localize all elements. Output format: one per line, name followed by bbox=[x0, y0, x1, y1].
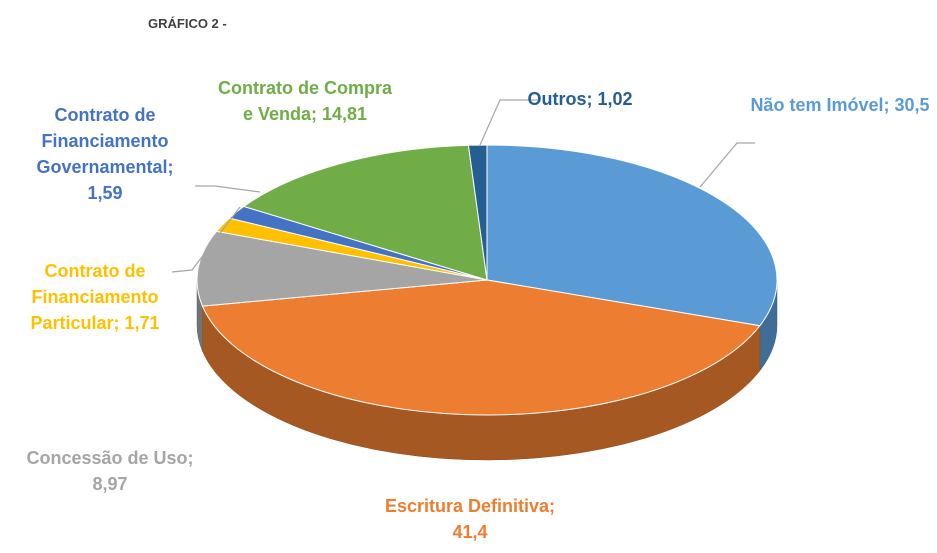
label-category: Não tem Imóvel; bbox=[750, 95, 890, 115]
label-value: 1,71 bbox=[124, 313, 160, 333]
label-value: 30,5 bbox=[894, 95, 930, 115]
label-value: 1,59 bbox=[87, 183, 123, 203]
label-value: 14,81 bbox=[322, 104, 368, 124]
label-category: Escritura Definitiva; bbox=[384, 496, 556, 516]
leader-line bbox=[699, 142, 755, 188]
label-category: Concessão de Uso; bbox=[26, 448, 194, 468]
leader-line bbox=[195, 185, 261, 193]
label-category: Contrato de Financiamento Particular; bbox=[30, 261, 159, 333]
leader-line bbox=[171, 206, 241, 273]
label-value: 1,02 bbox=[597, 89, 633, 109]
slice bbox=[486, 144, 778, 327]
data-label: Não tem Imóvel; 30,5 bbox=[740, 92, 937, 118]
slice bbox=[242, 144, 488, 281]
label-value: 41,4 bbox=[452, 522, 488, 542]
data-label: Contrato de Compra e Venda; 14,81 bbox=[215, 75, 395, 127]
data-label: Escritura Definitiva; 41,4 bbox=[383, 493, 558, 545]
label-category: Contrato de Financiamento Governamental; bbox=[36, 105, 174, 177]
data-label: Outros; 1,02 bbox=[460, 86, 700, 112]
data-label: Contrato de Financiamento Particular; 1,… bbox=[13, 258, 178, 336]
data-label: Concessão de Uso; 8,97 bbox=[25, 445, 195, 497]
chart-title: GRÁFICO 2 - bbox=[148, 16, 227, 31]
slice bbox=[467, 144, 488, 281]
slice-tops bbox=[196, 144, 778, 416]
data-label: Contrato de Financiamento Governamental;… bbox=[23, 102, 188, 206]
slice bbox=[196, 230, 488, 307]
label-category: Outros; bbox=[527, 89, 593, 109]
leader-line bbox=[479, 99, 540, 146]
slice bbox=[201, 279, 761, 416]
label-category: Contrato de Compra e Venda; bbox=[217, 78, 392, 124]
label-value: 8,97 bbox=[92, 474, 128, 494]
